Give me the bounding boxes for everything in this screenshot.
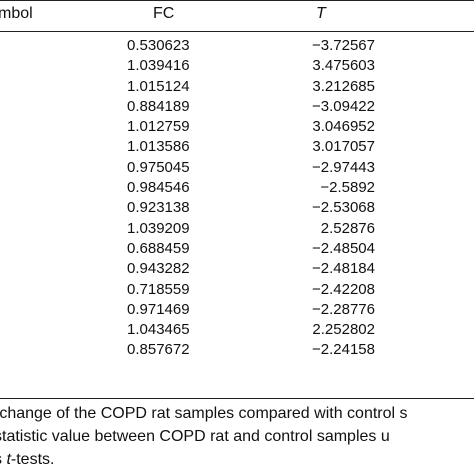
cell-t: −3.09422 bbox=[312, 97, 375, 115]
cell-fc: 1.039209 bbox=[127, 219, 190, 237]
cell-t: −2.48504 bbox=[312, 239, 375, 257]
cell-fc: 0.984546 bbox=[127, 179, 190, 197]
table-row: 1.039416 3.475603 bbox=[0, 56, 474, 76]
cell-t: 3.212685 bbox=[312, 77, 375, 95]
table-top-rule bbox=[0, 0, 474, 1]
table-row: 1.012759 3.046952 bbox=[0, 117, 474, 137]
cell-t: 2.252802 bbox=[312, 321, 375, 339]
cell-t: 3.046952 bbox=[312, 118, 375, 136]
cell-fc: 0.688459 bbox=[127, 239, 190, 257]
footnote-line-3: s t-tests. bbox=[0, 449, 54, 471]
cell-fc: 1.015124 bbox=[127, 77, 190, 95]
header-symbol: mbol bbox=[0, 5, 33, 22]
table-row: 0.884189 −3.09422 bbox=[0, 97, 474, 117]
cell-fc: 1.043465 bbox=[127, 321, 190, 339]
header-divider-rule bbox=[0, 31, 474, 32]
cell-fc: 0.971469 bbox=[127, 300, 190, 318]
cell-t: 3.475603 bbox=[312, 57, 375, 75]
cell-t: −2.48184 bbox=[312, 260, 375, 278]
table-row: 1.043465 2.252802 bbox=[0, 320, 474, 340]
table-bottom-rule bbox=[0, 398, 474, 399]
table-row: 0.984546 −2.5892 bbox=[0, 178, 474, 198]
cell-t: 2.52876 bbox=[320, 219, 375, 237]
table-row: 0.975045 −2.97443 bbox=[0, 158, 474, 178]
cell-fc: 0.943282 bbox=[127, 260, 190, 278]
cell-t: −2.5892 bbox=[320, 179, 375, 197]
header-fc: FC bbox=[153, 5, 175, 22]
cell-fc: 1.039416 bbox=[127, 57, 190, 75]
footnote-line-3-italic: t bbox=[6, 451, 11, 468]
cell-t: −2.97443 bbox=[312, 158, 375, 176]
table-row: 1.015124 3.212685 bbox=[0, 77, 474, 97]
table-row: 0.718559 −2.42208 bbox=[0, 280, 474, 300]
cell-fc: 1.013586 bbox=[127, 138, 190, 156]
table-row: 0.857672 −2.24158 bbox=[0, 340, 474, 360]
footnote-line-1: -change of the COPD rat samples compared… bbox=[0, 405, 408, 422]
cell-t: 3.017057 bbox=[312, 138, 375, 156]
table-row: 0.923138 −2.53068 bbox=[0, 198, 474, 218]
cell-fc: 0.975045 bbox=[127, 158, 190, 176]
cell-fc: 0.857672 bbox=[127, 341, 190, 359]
cell-fc: 0.884189 bbox=[127, 97, 190, 115]
cell-t: −3.72567 bbox=[312, 37, 375, 54]
cell-fc: 0.530623 bbox=[127, 37, 190, 54]
footnote-line-3-suffix: -tests. bbox=[10, 451, 55, 468]
cell-fc: 0.718559 bbox=[127, 280, 190, 298]
table-row: 0.971469 −2.28776 bbox=[0, 300, 474, 320]
cell-fc: 1.012759 bbox=[127, 118, 190, 136]
cell-t: −2.28776 bbox=[312, 300, 375, 318]
footnote-line-3-prefix: s bbox=[0, 451, 6, 468]
header-t: T bbox=[316, 5, 326, 22]
cell-fc: 0.923138 bbox=[127, 199, 190, 217]
table-row: 1.013586 3.017057 bbox=[0, 137, 474, 157]
table-body: 0.530623 −3.72567 1.039416 3.475603 1.015124… bbox=[0, 36, 474, 361]
cell-t: −2.42208 bbox=[312, 280, 375, 298]
table-row: 0.688459 −2.48504 bbox=[0, 239, 474, 259]
cell-t: −2.24158 bbox=[312, 341, 375, 359]
cell-t: −2.53068 bbox=[312, 199, 375, 217]
table-row: 1.039209 2.52876 bbox=[0, 219, 474, 239]
table-row: 0.943282 −2.48184 bbox=[0, 259, 474, 279]
footnote-line-2: statistic value between COPD rat and con… bbox=[0, 428, 390, 445]
table-row: 0.530623 −3.72567 bbox=[0, 36, 474, 56]
